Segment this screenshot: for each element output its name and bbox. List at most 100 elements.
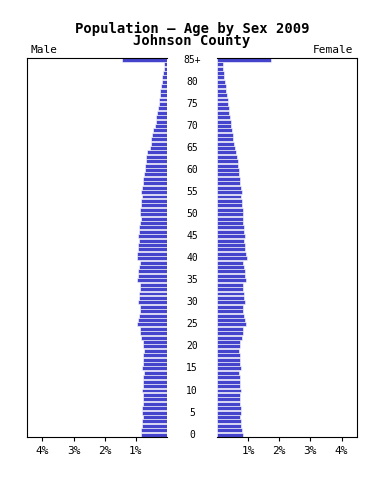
Text: 15: 15	[186, 363, 198, 373]
Text: Johnson County: Johnson County	[133, 34, 251, 48]
Bar	[143, 393, 167, 397]
Bar	[217, 230, 244, 234]
Bar	[217, 358, 240, 361]
Bar	[217, 107, 229, 110]
Bar	[217, 204, 242, 207]
Bar	[217, 208, 243, 212]
Text: 30: 30	[186, 297, 198, 307]
Bar	[217, 247, 245, 252]
Bar	[217, 80, 225, 84]
Bar	[217, 71, 224, 75]
Bar	[142, 406, 167, 410]
Bar	[217, 58, 271, 62]
Bar	[217, 168, 239, 172]
Bar	[217, 428, 242, 432]
Bar	[217, 75, 224, 79]
Bar	[139, 296, 167, 300]
Text: 50: 50	[186, 209, 198, 219]
Text: 0: 0	[189, 430, 195, 440]
Bar	[143, 402, 167, 406]
Text: 45: 45	[186, 231, 198, 241]
Bar	[158, 107, 167, 110]
Bar	[163, 71, 167, 75]
Bar	[217, 336, 242, 339]
Bar	[217, 239, 244, 242]
Bar	[217, 226, 244, 229]
Bar	[217, 424, 241, 428]
Bar	[151, 137, 167, 141]
Bar	[217, 67, 223, 71]
Bar	[164, 62, 167, 66]
Bar	[217, 194, 241, 198]
Bar	[138, 247, 167, 252]
Bar	[217, 137, 233, 141]
Bar	[157, 111, 167, 115]
Bar	[217, 305, 243, 309]
Bar	[217, 142, 234, 145]
Bar	[217, 234, 245, 238]
Bar	[138, 300, 167, 304]
Text: 25: 25	[186, 319, 198, 329]
Bar	[217, 345, 240, 348]
Bar	[142, 186, 167, 190]
Text: 40: 40	[186, 253, 198, 263]
Bar	[217, 349, 239, 353]
Bar	[217, 102, 228, 106]
Bar	[150, 146, 167, 150]
Bar	[161, 84, 167, 88]
Bar	[140, 327, 167, 331]
Bar	[140, 212, 167, 216]
Bar	[160, 93, 167, 97]
Bar	[152, 133, 167, 137]
Bar	[217, 420, 241, 423]
Bar	[217, 278, 246, 282]
Bar	[151, 142, 167, 145]
Text: Male: Male	[31, 45, 58, 55]
Text: 60: 60	[186, 165, 198, 175]
Bar	[217, 221, 243, 225]
Bar	[137, 323, 167, 326]
Bar	[140, 221, 167, 225]
Bar	[217, 371, 239, 375]
Bar	[139, 230, 167, 234]
Bar	[217, 384, 240, 388]
Text: 5: 5	[189, 408, 195, 418]
Bar	[156, 120, 167, 123]
Bar	[217, 128, 232, 132]
Bar	[143, 384, 167, 388]
Bar	[141, 428, 167, 432]
Bar	[217, 159, 238, 163]
Text: 70: 70	[186, 121, 198, 131]
Bar	[140, 305, 167, 309]
Bar	[140, 261, 167, 264]
Text: 10: 10	[186, 385, 198, 396]
Bar	[217, 181, 240, 185]
Bar	[142, 366, 167, 371]
Bar	[141, 190, 167, 194]
Bar	[139, 265, 167, 269]
Bar	[217, 432, 243, 437]
Bar	[164, 67, 167, 71]
Bar	[140, 283, 167, 287]
Bar	[217, 309, 243, 313]
Bar	[139, 313, 167, 318]
Bar	[217, 172, 239, 177]
Text: 35: 35	[186, 275, 198, 285]
Bar	[217, 190, 242, 194]
Bar	[143, 353, 167, 357]
Bar	[217, 331, 243, 335]
Bar	[217, 287, 243, 291]
Bar	[217, 256, 247, 260]
Bar	[217, 327, 243, 331]
Text: Population — Age by Sex 2009: Population — Age by Sex 2009	[75, 22, 309, 36]
Bar	[162, 80, 167, 84]
Bar	[153, 128, 167, 132]
Bar	[142, 424, 167, 428]
Bar	[159, 102, 167, 106]
Bar	[139, 226, 167, 229]
Bar	[143, 397, 167, 401]
Bar	[217, 353, 240, 357]
Bar	[217, 89, 226, 93]
Bar	[217, 300, 245, 304]
Text: 80: 80	[186, 77, 198, 87]
